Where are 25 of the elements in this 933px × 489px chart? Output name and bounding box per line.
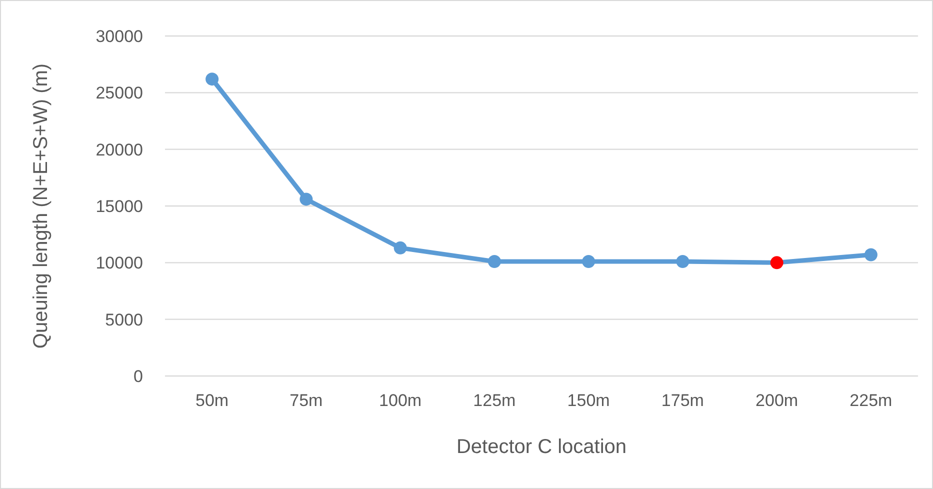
y-tick-label: 15000 xyxy=(96,196,143,216)
y-axis-title: Queuing length (N+E+S+W) (m) xyxy=(30,63,52,349)
x-tick-label: 175m xyxy=(661,391,704,410)
y-tick-label: 25000 xyxy=(96,84,143,103)
x-tick-label: 50m xyxy=(196,391,229,410)
x-tick-label: 200m xyxy=(756,391,798,410)
point xyxy=(864,248,878,262)
point xyxy=(676,255,690,268)
x-tick-label: 225m xyxy=(850,391,892,410)
y-tick-label: 5000 xyxy=(105,310,143,330)
point xyxy=(582,255,596,268)
x-tick-label: 150m xyxy=(567,391,610,410)
y-tick-label: 30000 xyxy=(96,26,143,46)
point xyxy=(488,255,501,268)
y-tick-label: 10000 xyxy=(96,254,143,273)
point xyxy=(770,256,784,270)
y-tick-label: 0 xyxy=(134,366,143,386)
point xyxy=(394,241,407,254)
point xyxy=(300,192,313,206)
x-axis-title: Detector C location xyxy=(456,436,627,458)
x-tick-label: 75m xyxy=(290,391,323,410)
y-tick-label: 20000 xyxy=(96,140,143,160)
x-tick-label: 100m xyxy=(379,391,422,410)
x-tick-label: 125m xyxy=(473,391,516,410)
point xyxy=(206,72,219,86)
